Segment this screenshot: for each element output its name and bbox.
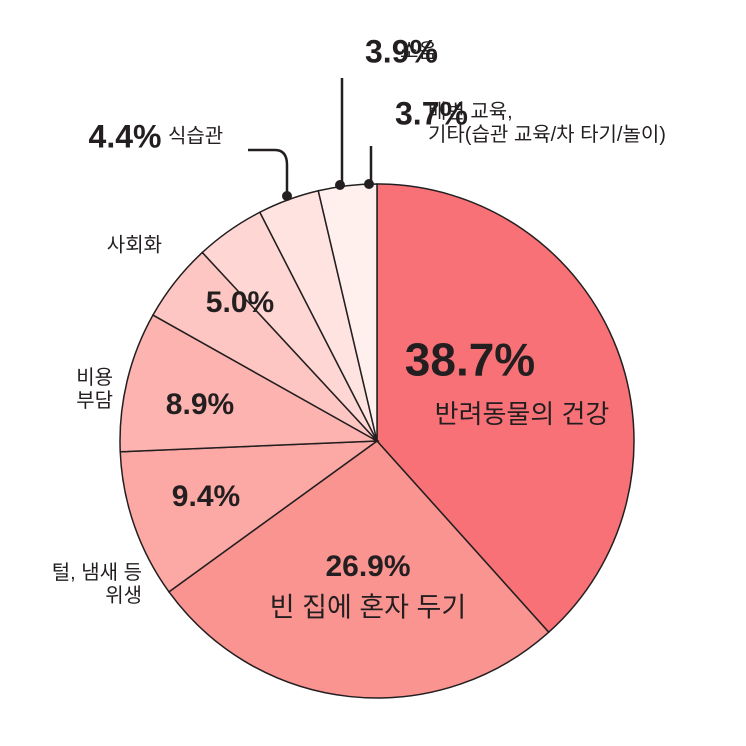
pie-slice [119, 314, 380, 453]
pie-slice [376, 183, 635, 634]
value-label: 5.0% [205, 285, 275, 319]
category-label: 사회화 [106, 234, 162, 257]
category-label: 털, 냄새 등 위생 [51, 562, 142, 607]
pie-slice [317, 183, 378, 442]
leader-dot [364, 179, 374, 189]
value-label: 9.4% [171, 479, 241, 513]
leader-lines [248, 78, 373, 196]
pie-slice [167, 439, 550, 699]
leader-dot [335, 180, 345, 190]
leader-dot [282, 191, 292, 201]
value-label: 4.4% [88, 118, 162, 155]
leader-line [248, 148, 289, 196]
category-label: 소음 [400, 40, 437, 63]
value-label: 3.9% [365, 33, 438, 70]
category-label: 식습관 [168, 125, 224, 148]
value-label: 3.7% [395, 95, 468, 132]
category-label: 빈 집에 혼자 두기 [269, 592, 467, 623]
value-label: 26.9% [325, 549, 411, 583]
value-label: 38.7% [404, 333, 536, 386]
category-label: 비용 부담 [76, 367, 113, 412]
category-label: 배변 교육, 기타(습관 교육/차 타기/놀이) [428, 101, 666, 146]
category-label: 반려동물의 건강 [434, 399, 610, 430]
leader-dots [282, 179, 374, 201]
value-label: 8.9% [165, 387, 235, 421]
pie-slice [119, 440, 380, 593]
